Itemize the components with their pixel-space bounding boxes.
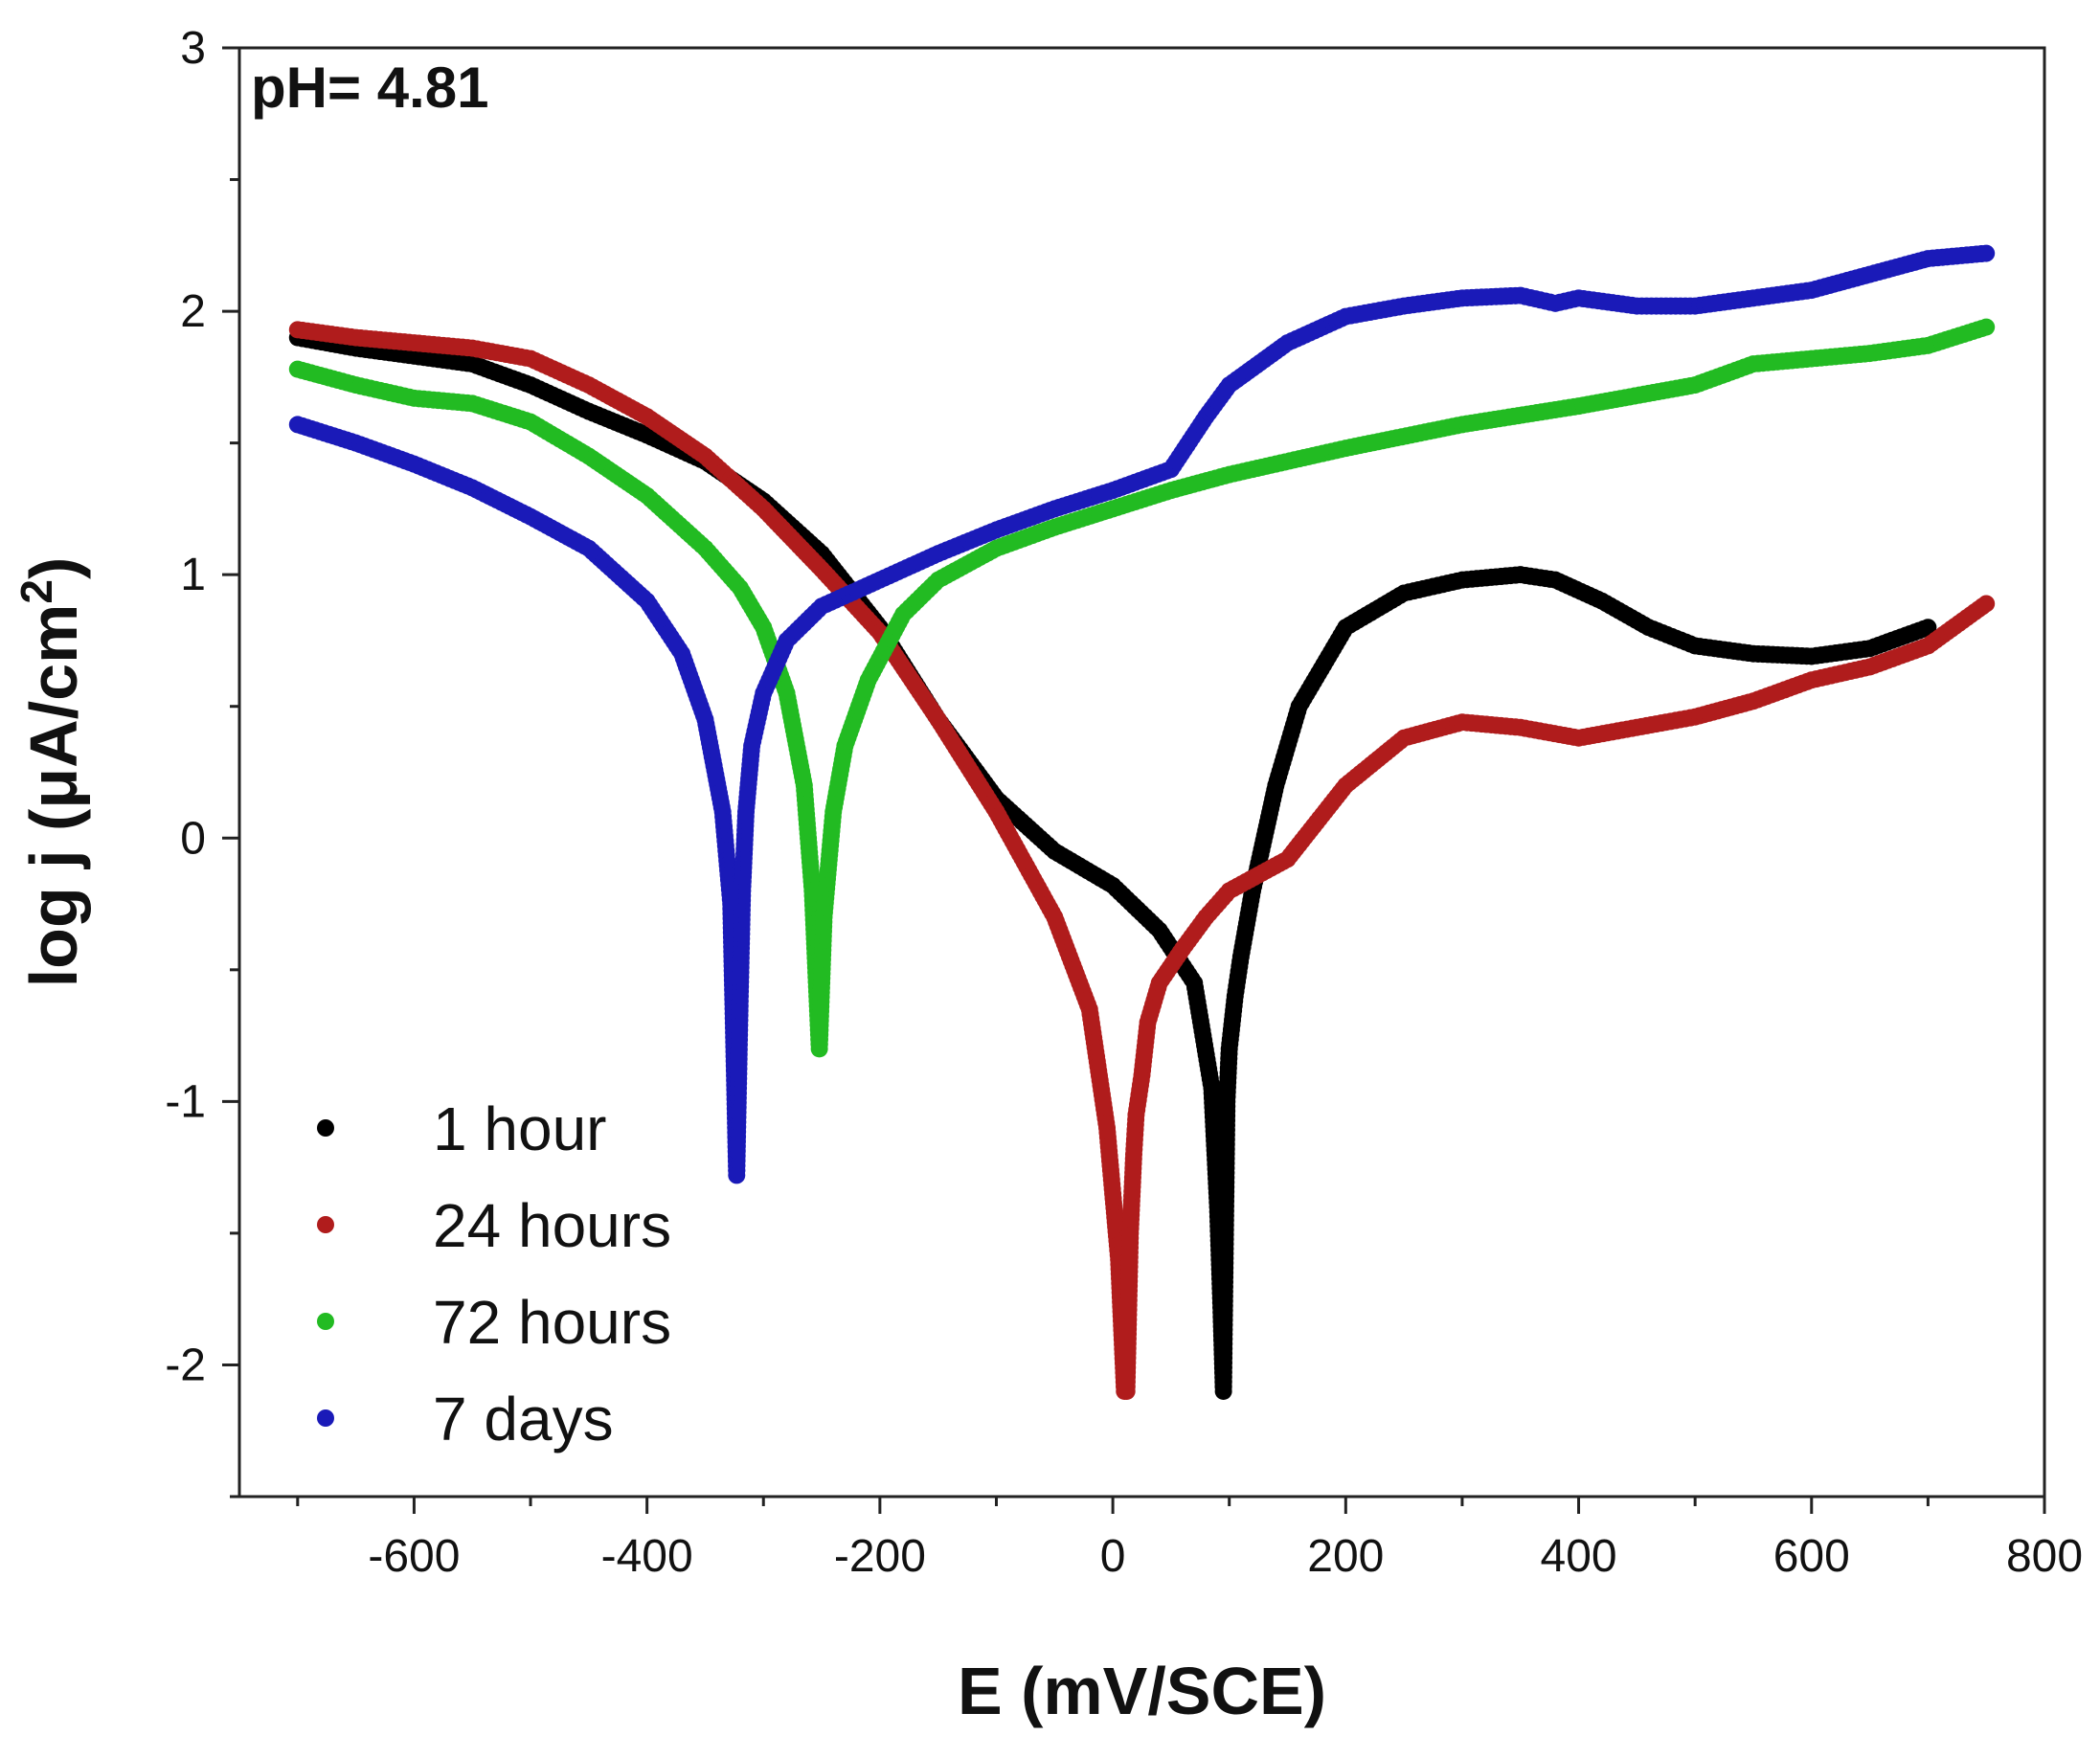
x-tick-label: 0 <box>1100 1531 1126 1582</box>
x-tick-label: 800 <box>2006 1531 2083 1582</box>
legend-label: 1 hour <box>433 1094 606 1163</box>
tick-labels: -600 -400 -200 0 200 400 600 800 -2 -1 0 1 2 3 <box>165 23 2083 1582</box>
x-tick-label: -200 <box>834 1531 926 1582</box>
y-tick-label: -2 <box>165 1340 206 1390</box>
x-tick-label: 600 <box>1773 1531 1850 1582</box>
y-axis-title-close: ) <box>16 557 91 579</box>
legend-label: 7 days <box>433 1385 614 1454</box>
legend-label: 72 hours <box>433 1288 671 1357</box>
axis-ticks <box>222 46 2046 1514</box>
data-marks <box>288 244 1996 1400</box>
plot-frame <box>237 46 2046 1499</box>
x-tick-label: -400 <box>601 1531 693 1582</box>
data-point <box>1919 619 1937 637</box>
y-tick-label: 1 <box>180 550 206 600</box>
legend-marker <box>317 1216 334 1233</box>
y-tick-label: 2 <box>180 286 206 337</box>
series-2 <box>288 321 1996 1400</box>
y-tick-label: 0 <box>180 813 206 864</box>
y-tick-label: -1 <box>165 1076 206 1127</box>
x-tick-label: 200 <box>1307 1531 1384 1582</box>
y-axis-title-sup: 2 <box>11 579 61 604</box>
series-4 <box>288 244 1996 1184</box>
legend-label: 24 hours <box>433 1191 671 1260</box>
data-point <box>1977 595 1996 613</box>
y-axis-title-unit: μA/cm <box>16 604 91 809</box>
x-tick-label: 400 <box>1541 1531 1617 1582</box>
legend-marker <box>317 1119 334 1137</box>
ph-annotation: pH= 4.81 <box>251 56 488 120</box>
x-tick-label: -600 <box>368 1531 460 1582</box>
legend-marker <box>317 1409 334 1427</box>
data-point <box>1977 318 1996 336</box>
y-tick-label: 3 <box>180 23 206 74</box>
x-axis-title: E (mV/SCE) <box>958 1654 1326 1728</box>
y-axis-title: log j (μA/cm2) <box>11 557 91 988</box>
data-point <box>1977 244 1996 262</box>
series-3 <box>288 318 1996 1058</box>
legend-marker <box>317 1313 334 1330</box>
y-axis-title-main: log j ( <box>16 808 91 987</box>
legend: 1 hour 24 hours 72 hours 7 days <box>317 1094 671 1454</box>
